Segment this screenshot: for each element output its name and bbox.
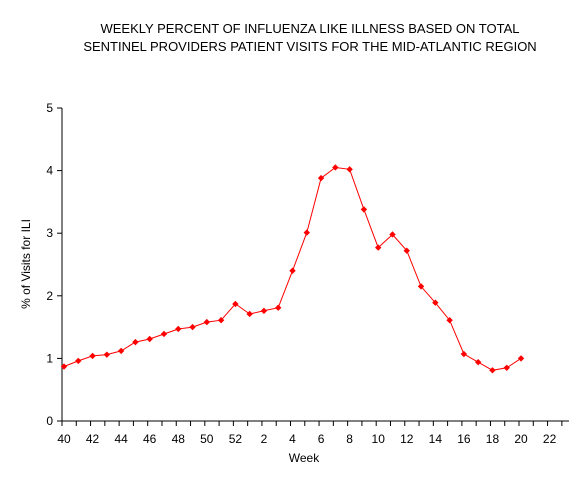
data-point-week-6 [317, 174, 325, 182]
y-tick-label: 0 [46, 414, 53, 428]
x-tick-label: 14 [429, 432, 443, 446]
data-point-week-20 [517, 355, 525, 362]
x-tick-label: 22 [543, 432, 557, 446]
x-tick-label: 10 [372, 432, 386, 446]
x-tick-label: 42 [86, 432, 100, 446]
x-axis-label: Week [289, 451, 320, 465]
data-point-week-1 [246, 310, 253, 318]
x-tick-label: 52 [229, 432, 243, 446]
data-point-week-14 [432, 299, 439, 306]
y-tick-label: 2 [46, 289, 53, 303]
data-point-week-18 [489, 367, 496, 374]
x-tick-label: 4 [289, 432, 296, 446]
data-point-week-2 [260, 307, 268, 315]
x-tick-label: 20 [514, 432, 528, 446]
x-tick-label: 18 [486, 432, 500, 446]
data-point-week-49 [189, 323, 196, 331]
data-point-week-44 [117, 347, 125, 355]
y-tick-label: 4 [46, 164, 53, 178]
data-point-week-5 [303, 229, 310, 236]
data-point-week-45 [132, 338, 139, 346]
data-point-week-43 [103, 351, 111, 358]
data-point-week-48 [175, 325, 182, 333]
y-tick-label: 1 [46, 351, 53, 365]
data-point-week-8 [346, 166, 353, 173]
y-tick-label: 3 [46, 226, 53, 240]
x-tick-label: 8 [346, 432, 353, 446]
x-tick-label: 46 [143, 432, 157, 446]
x-tick-label: 40 [57, 432, 71, 446]
data-point-week-47 [160, 330, 168, 338]
y-tick-label: 5 [46, 101, 53, 115]
data-point-week-52 [232, 300, 239, 308]
data-point-week-41 [75, 357, 82, 365]
data-point-week-46 [146, 335, 153, 343]
x-tick-label: 12 [400, 432, 414, 446]
x-tick-label: 50 [200, 432, 214, 446]
y-axis-ticks: 0 1 2 3 4 5 [46, 101, 62, 428]
x-tick-label: 2 [261, 432, 268, 446]
data-point-week-15 [446, 317, 453, 324]
data-point-week-4 [289, 267, 296, 274]
x-tick-label: 6 [318, 432, 325, 446]
x-tick-label: 48 [172, 432, 186, 446]
x-axis-ticks: 40 42 44 46 48 50 52 2 4 6 8 10 12 14 16 18 20 22 [57, 421, 563, 446]
chart-title-line-1: WEEKLY PERCENT OF INFLUENZA LIKE ILLNESS… [100, 21, 519, 36]
ili-series [60, 164, 525, 374]
data-point-week-19 [503, 364, 510, 371]
data-point-week-7 [332, 164, 339, 171]
data-point-week-42 [89, 352, 96, 360]
data-point-week-51 [217, 317, 225, 324]
x-tick-label: 16 [457, 432, 471, 446]
chart-title-line-2: SENTINEL PROVIDERS PATIENT VISITS FOR TH… [83, 39, 536, 54]
y-axis-label: % of Visits for ILI [19, 219, 33, 309]
data-point-week-13 [417, 283, 425, 290]
data-point-week-50 [203, 318, 211, 326]
data-point-week-17 [474, 358, 482, 366]
data-point-week-10 [374, 244, 382, 251]
data-point-week-16 [460, 350, 468, 358]
data-point-week-11 [389, 231, 396, 238]
x-tick-label: 44 [114, 432, 128, 446]
data-point-week-40 [60, 363, 68, 370]
data-point-week-12 [403, 247, 410, 254]
data-point-week-9 [360, 206, 368, 213]
data-point-week-3 [275, 304, 282, 311]
